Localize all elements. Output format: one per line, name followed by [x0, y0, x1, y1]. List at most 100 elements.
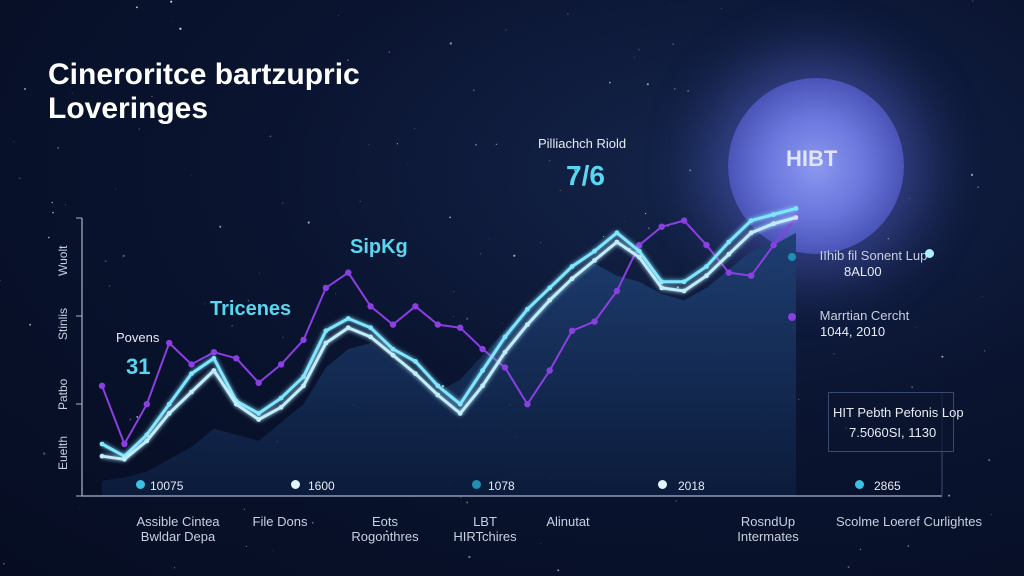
data-point-cyan [592, 248, 597, 254]
star [0, 279, 1, 282]
data-point-purple [434, 321, 441, 328]
data-point-light [211, 368, 217, 373]
star [460, 496, 462, 499]
x-label-3-line-2: Rogonthres [351, 529, 419, 544]
star [78, 507, 80, 508]
star [13, 140, 15, 142]
star [646, 83, 649, 86]
star [269, 135, 272, 138]
star [540, 242, 542, 244]
data-point-cyan [704, 264, 709, 269]
data-point-light [726, 251, 732, 257]
star [911, 386, 913, 388]
data-point-light [413, 371, 418, 376]
povens-value: 31 [126, 354, 151, 379]
data-point-purple [636, 241, 643, 249]
star [245, 545, 247, 548]
star [676, 286, 680, 289]
info-box: HIT Pebth Pefonis Lop 7.5060SI, 1130 [828, 392, 964, 452]
data-point-cyan [748, 218, 754, 224]
bottom-point-label-2: 1600 [308, 479, 335, 493]
data-point-cyan [457, 401, 463, 407]
data-point-light [748, 230, 754, 236]
x-label-4-line-2: HIRTchires [453, 529, 517, 544]
data-point-light [681, 288, 687, 294]
star [449, 42, 452, 45]
x-label-1: Assible Cintea Bwldar Depa [118, 514, 238, 544]
bottom-point-3 [472, 480, 481, 489]
star [573, 169, 576, 172]
x-label-6: RosndUp Intermates [718, 514, 818, 544]
star [675, 500, 677, 502]
data-point-cyan [636, 248, 642, 254]
data-point-cyan [390, 346, 396, 352]
star [505, 29, 507, 31]
tricenes-label: Tricenes [210, 298, 292, 320]
data-point-purple [770, 241, 777, 249]
info-box-line-1: HIT Pebth Pefonis Lop [833, 405, 964, 420]
data-point-light [278, 404, 284, 410]
data-point-light [525, 322, 530, 327]
star [833, 353, 835, 355]
star [501, 322, 503, 324]
star [689, 169, 692, 172]
star [513, 254, 516, 257]
star [204, 303, 206, 305]
data-point-purple [143, 401, 150, 408]
star [71, 92, 73, 94]
star [473, 89, 475, 91]
star [388, 51, 391, 53]
star [47, 236, 50, 239]
star [368, 143, 370, 145]
star [453, 291, 455, 293]
star [282, 202, 284, 204]
data-point-light [569, 276, 575, 282]
legend-dot-sonent [788, 252, 796, 261]
peak-value: 7/6 [566, 160, 605, 191]
x-label-6-line-2: Intermates [737, 529, 799, 544]
star [311, 521, 314, 524]
star [359, 201, 361, 202]
star [449, 216, 451, 219]
x-label-3-line-1: Eots [371, 514, 398, 529]
data-point-purple [725, 269, 732, 276]
data-point-cyan [480, 368, 485, 373]
star [385, 530, 388, 533]
legend-end-dot [925, 249, 934, 258]
data-point-light [457, 411, 463, 416]
x-label-1-line-1: Assible Cintea [136, 514, 220, 529]
moon-label: HIBT [786, 146, 838, 171]
star [259, 272, 260, 274]
bottom-point-4 [658, 480, 667, 489]
series-line-light [101, 216, 797, 461]
series-line-purple [101, 216, 797, 445]
legend-value-marrtian: 1044, 2010 [820, 324, 886, 339]
star [57, 147, 59, 149]
x-label-5-line-1: Alinutat [546, 514, 590, 529]
data-point-light [368, 334, 373, 340]
data-point-light [301, 383, 306, 389]
data-point-cyan [435, 383, 441, 389]
star [475, 143, 478, 146]
star [941, 355, 944, 358]
legend-item-marrtian: Marrtian Cercht [788, 308, 909, 323]
data-point-purple [748, 272, 755, 279]
data-point-light [771, 221, 776, 227]
star [24, 88, 26, 90]
star [988, 458, 991, 462]
data-point-light [144, 438, 150, 444]
data-point-purple [389, 321, 397, 328]
data-point-purple [501, 364, 509, 371]
chart-title-line-1: Cineroritce bartzupric [48, 58, 360, 91]
star [687, 90, 689, 92]
bottom-point-5 [855, 480, 864, 489]
data-point-cyan [301, 374, 306, 380]
data-point-cyan [771, 212, 776, 217]
chart-title: Cineroritce bartzupric Loveringes [48, 58, 360, 126]
data-point-cyan [345, 316, 351, 321]
data-point-light [233, 401, 239, 407]
data-point-purple [568, 327, 576, 334]
star [406, 163, 408, 164]
y-axis-label-3: Patbo [56, 378, 70, 410]
bottom-point-label-4: 2018 [678, 479, 705, 493]
